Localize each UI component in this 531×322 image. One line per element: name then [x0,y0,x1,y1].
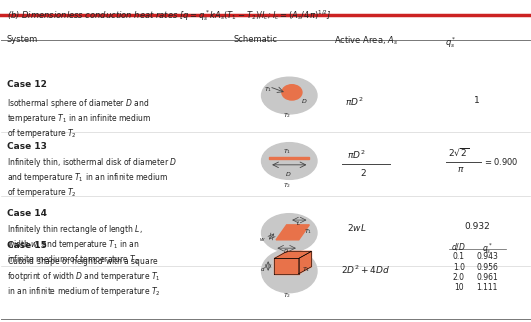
Text: Cuboid shape of height $d$ with a square
footprint of width $D$ and temperature : Cuboid shape of height $d$ with a square… [7,255,160,298]
Ellipse shape [262,77,317,114]
Text: Case 13: Case 13 [7,142,47,151]
Text: 0.956: 0.956 [476,262,498,271]
Text: $T_1$: $T_1$ [283,147,291,156]
Text: (b) Dimensionless conduction heat rates [$q = q^*_s kA_s(T_1 - T_2)/l_c$; $l_c =: (b) Dimensionless conduction heat rates … [7,8,331,23]
Ellipse shape [282,85,302,100]
Text: $w$: $w$ [259,236,265,243]
Text: Active Area, $A_s$: Active Area, $A_s$ [334,35,398,47]
Text: Case 14: Case 14 [7,209,47,218]
Text: 1.0: 1.0 [453,262,465,271]
Ellipse shape [262,214,317,252]
Text: 0.961: 0.961 [476,273,498,282]
Text: 0.943: 0.943 [476,252,498,261]
Text: Infinitely thin, isothermal disk of diameter $D$
and temperature $T_1$ in an inf: Infinitely thin, isothermal disk of diam… [7,156,177,199]
Text: Isothermal sphere of diameter $D$ and
temperature $T_1$ in an infinite medium
of: Isothermal sphere of diameter $D$ and te… [7,97,151,140]
Text: $L$: $L$ [296,219,301,227]
Text: 1: 1 [474,96,479,105]
Text: Infinitely thin rectangle of length $L$,
width $w$, and temperature $T_1$ in an
: Infinitely thin rectangle of length $L$,… [7,223,142,266]
Text: $T_2$: $T_2$ [283,181,291,190]
Text: $\pi D^2$: $\pi D^2$ [345,96,363,108]
Text: $T_2$: $T_2$ [283,291,291,300]
Text: 2.0: 2.0 [453,273,465,282]
Text: 1.111: 1.111 [477,283,498,292]
Text: Case 15: Case 15 [7,241,47,250]
Text: $q^*_s$: $q^*_s$ [445,35,457,50]
Text: $2D^2 + 4Dd$: $2D^2 + 4Dd$ [340,264,390,276]
Text: $\pi D^2$: $\pi D^2$ [347,148,366,161]
Text: System: System [7,35,38,44]
Text: $= 0.900$: $= 0.900$ [483,156,519,166]
Polygon shape [275,251,312,258]
Text: $2$: $2$ [359,167,366,178]
Text: $D$: $D$ [283,247,289,255]
Polygon shape [276,225,310,240]
Text: $T_1$: $T_1$ [302,265,310,274]
Polygon shape [299,251,312,274]
Text: $2wL$: $2wL$ [347,222,367,233]
Text: $d/D$: $d/D$ [451,242,466,252]
Polygon shape [275,258,299,274]
Ellipse shape [262,250,317,293]
Text: $D$: $D$ [285,170,292,178]
Text: $T_2$: $T_2$ [283,111,291,120]
Ellipse shape [262,143,317,179]
Text: $d$: $d$ [260,265,265,273]
Text: $T_1$: $T_1$ [264,85,272,94]
Polygon shape [269,157,310,159]
Text: 0.932: 0.932 [464,222,490,231]
Text: $\pi$: $\pi$ [457,165,464,174]
Text: Schematic: Schematic [234,35,278,44]
Text: Case 12: Case 12 [7,80,47,89]
Text: $D$: $D$ [301,97,307,105]
Text: $q^*_s$: $q^*_s$ [482,242,493,256]
Text: 0.1: 0.1 [453,252,465,261]
Text: $2\sqrt{2}$: $2\sqrt{2}$ [448,146,469,158]
Text: $T_2$: $T_2$ [283,253,291,261]
Text: 10: 10 [454,283,464,292]
Text: $T_1$: $T_1$ [304,227,312,236]
